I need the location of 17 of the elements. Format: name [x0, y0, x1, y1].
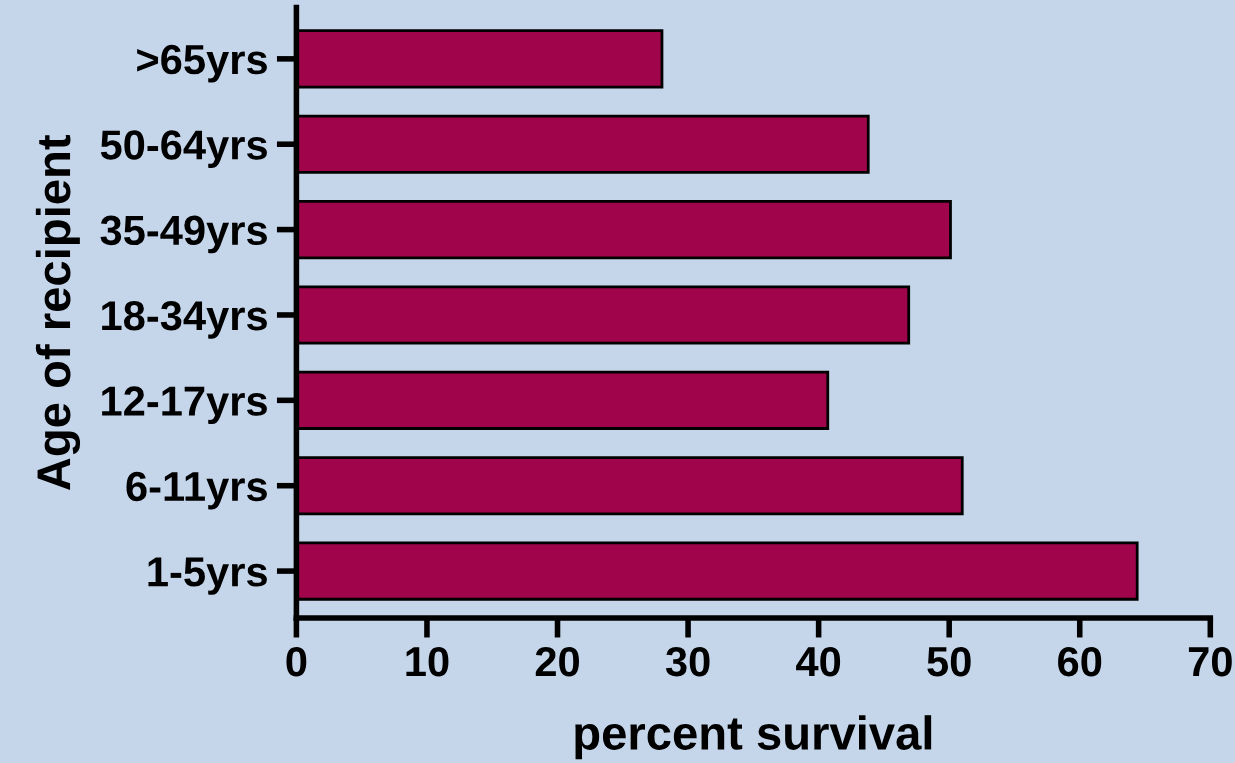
x-tick-label: 40: [796, 646, 841, 677]
x-tick-label: 10: [406, 646, 449, 677]
x-tick-label: 60: [1058, 646, 1102, 677]
y-tick-label: 35-49yrs: [100, 215, 267, 254]
x-tick-label: 30: [665, 646, 710, 677]
x-tick-label: 20: [535, 646, 579, 677]
y-tick-label: 6-11yrs: [126, 471, 267, 510]
x-tick-label: 0: [286, 646, 307, 677]
x-tick-label: 70: [1188, 646, 1232, 677]
y-axis-title: Age of recipient: [35, 134, 81, 491]
x-tick-label: 50: [927, 646, 971, 677]
y-tick-label: 50-64yrs: [100, 130, 267, 168]
y-tick-label: 1-5yrs: [148, 557, 267, 595]
y-tick-label: 18-34yrs: [102, 300, 267, 339]
y-tick-label: 12-17yrs: [102, 386, 267, 425]
y-tick-label: >65yrs: [137, 44, 267, 83]
x-axis-title: percent survival: [575, 715, 932, 760]
